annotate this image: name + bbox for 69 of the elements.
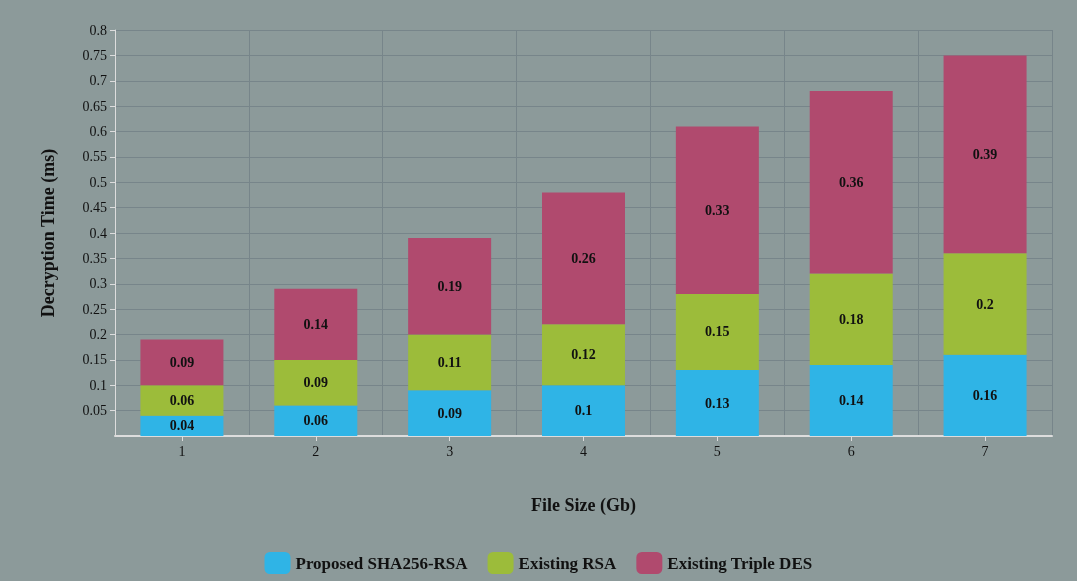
bar: [542, 324, 625, 386]
data-label: 0.33: [705, 202, 730, 218]
y-tick-label: 0.6: [89, 124, 107, 139]
bar: [675, 126, 759, 294]
data-label: 0.09: [303, 375, 329, 391]
bar: [408, 390, 492, 436]
y-tick-label: 0.7: [89, 73, 107, 89]
data-label: 0.15: [705, 324, 730, 340]
x-tick-label: 2: [312, 443, 320, 459]
data-label: 0.06: [303, 413, 329, 429]
bar: [274, 288, 358, 360]
data-label: 0.18: [838, 311, 864, 327]
data-label: 0.06: [169, 392, 195, 408]
y-tick-label: 0.4: [89, 225, 107, 241]
data-label: 0.16: [972, 387, 998, 403]
x-tick-label: 1: [178, 443, 186, 459]
y-tick-label: 0.1: [89, 377, 107, 393]
data-label: 0.09: [437, 405, 462, 421]
y-tick-label: 0.3: [89, 276, 107, 292]
bar: [809, 90, 893, 274]
bar: [943, 354, 1027, 436]
legend-label: Proposed SHA256-RSA: [295, 553, 469, 573]
bar: [809, 364, 893, 436]
data-label: 0.14: [838, 392, 864, 408]
data-label: 0.1: [574, 403, 593, 419]
data-label: 0.13: [705, 395, 730, 411]
data-label: 0.2: [976, 296, 994, 312]
y-tick-label: 0.25: [82, 301, 107, 317]
bar: [140, 385, 224, 416]
legend-label: Existing Triple DES: [667, 553, 813, 573]
data-label: 0.09: [169, 354, 195, 370]
y-axis-title: Decryption Time (ms): [38, 148, 59, 318]
data-label: 0.11: [437, 354, 462, 370]
y-tick-label: 0.8: [89, 22, 107, 38]
x-tick-label: 7: [981, 443, 989, 459]
bar: [675, 370, 759, 436]
legend-label: Existing RSA: [518, 553, 618, 573]
y-tick-label: 0.2: [89, 327, 107, 342]
x-tick-label: 4: [580, 443, 587, 459]
data-label: 0.04: [169, 418, 195, 434]
data-label: 0.12: [571, 347, 596, 363]
y-tick-label: 0.65: [82, 98, 107, 114]
bar: [274, 359, 358, 406]
y-tick-label: 0.5: [89, 174, 107, 190]
data-label: 0.26: [571, 250, 596, 266]
data-label: 0.36: [838, 174, 864, 190]
y-tick-label: 0.75: [82, 47, 107, 63]
x-tick-label: 3: [446, 443, 454, 459]
y-tick-label: 0.45: [82, 200, 107, 216]
bar: [542, 385, 625, 436]
y-tick-label: 0.05: [82, 403, 107, 419]
bar: [140, 339, 224, 386]
x-tick-label: 6: [847, 443, 855, 459]
bar: [675, 293, 759, 371]
bar: [408, 334, 492, 391]
bar: [809, 273, 893, 365]
x-tick-label: 5: [713, 443, 721, 459]
x-axis-title: File Size (Gb): [531, 495, 636, 516]
y-tick-label: 0.35: [82, 250, 107, 266]
bar: [542, 192, 625, 325]
data-label: 0.39: [972, 146, 998, 162]
bar: [943, 253, 1027, 355]
y-tick-label: 0.15: [82, 352, 107, 368]
bar: [408, 238, 492, 335]
bar: [274, 405, 358, 436]
y-tick-label: 0.55: [82, 149, 107, 165]
bar: [943, 55, 1027, 254]
data-label: 0.14: [303, 316, 329, 332]
data-label: 0.19: [437, 278, 462, 294]
